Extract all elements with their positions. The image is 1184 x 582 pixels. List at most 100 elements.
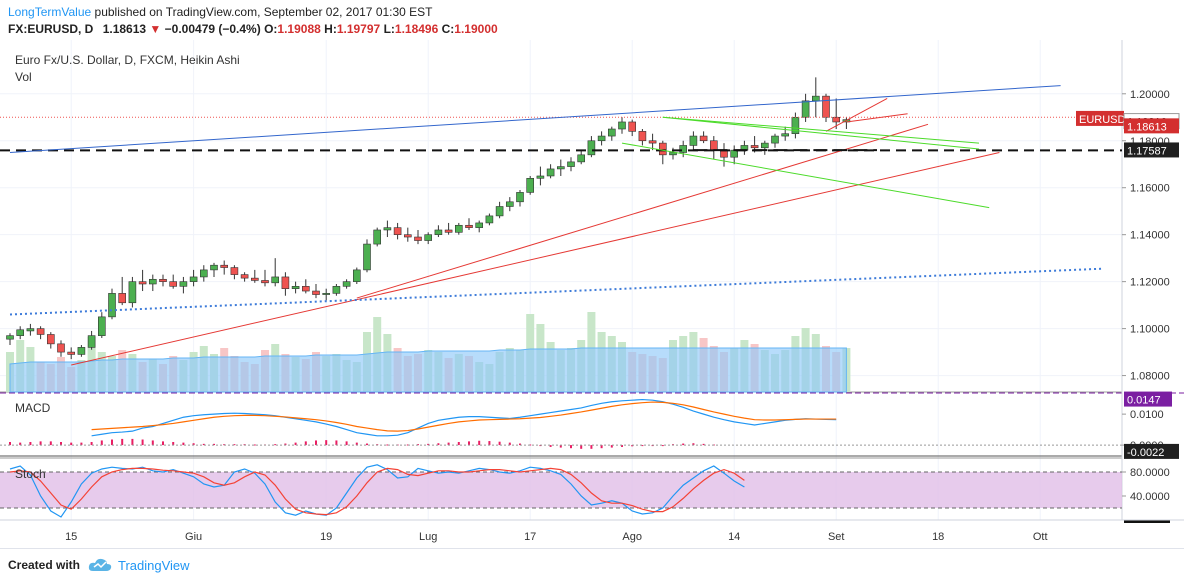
time-axis-label: Set [828,531,845,543]
candle-body [526,178,535,193]
trend-line [621,142,990,209]
open-label: O: [264,22,278,36]
candle-body [240,274,249,279]
candle-body [189,276,198,282]
price-label-text: 1.17587 [1127,145,1167,157]
candle-body [128,281,137,304]
price-axis[interactable]: 1.200001.180001.160001.140001.120001.100… [1076,89,1180,523]
candle-body [709,140,718,151]
macd-histogram-bar [100,440,103,446]
candle-body [159,278,167,282]
time-axis-label: 19 [320,531,332,543]
macd-histogram-bar [661,445,664,447]
macd-histogram-bar [192,443,195,446]
macd-pane [0,398,1122,449]
candle-body [424,234,433,241]
time-axis[interactable]: 15 Giu 19 Lug 17 Ago 14 Set 18 Ott [0,519,1184,543]
stoch-title: Stoch [15,467,46,481]
candle-body [16,329,25,336]
candle-body [781,133,790,137]
time-axis-label: Ago [622,531,642,543]
candle-body [465,224,473,228]
low-label: L: [383,22,395,36]
candle-body [822,95,830,118]
candle-body [271,276,280,284]
candle-body [414,236,422,241]
candle-body [475,222,484,228]
candle-body [261,280,269,284]
price-label-box [1124,118,1179,134]
price-axis-label: 1.14000 [1130,230,1170,242]
macd-histogram-bar [610,445,613,448]
candle-body [312,290,320,295]
candle-body [689,135,698,146]
candle-body [393,227,402,235]
candle-body [36,328,45,335]
macd-histogram-bar [304,441,307,446]
candlestick-series[interactable] [6,77,851,360]
candle-body [332,286,341,294]
time-axis-label: 15 [65,531,77,543]
candle-body [771,135,779,144]
close-label: C: [441,22,455,36]
candle-body [618,121,626,130]
chart-header: LongTermValue published on TradingView.c… [0,0,1184,40]
price-axis-label: 80.0000 [1130,467,1170,479]
publish-line: LongTermValue published on TradingView.c… [8,5,433,19]
macd-histogram-bar [335,440,338,446]
macd-histogram-bar [559,445,562,448]
last-price: 1.18613 [102,22,147,36]
tradingview-brand-link[interactable]: TradingView [118,558,190,573]
macd-histogram-bar [590,445,593,449]
price-label-box [1124,391,1172,407]
candle-body [108,293,116,318]
candle-body [373,229,382,245]
trend-line [356,123,929,299]
macd-histogram-bar [90,441,93,446]
price-axis-label: 1.16000 [1130,183,1170,195]
candle-body [251,277,259,281]
macd-histogram-bar [437,443,440,446]
macd-histogram-bar [121,438,124,446]
main-pane-title: Euro Fx/U.S. Dollar, D, FXCM, Heikin Ash… [15,53,240,67]
candle-body [444,229,453,233]
price-label-text: 1.18613 [1127,121,1167,133]
candle-body [352,269,361,282]
macd-histogram-bar [600,445,603,449]
macd-histogram-bar [519,443,521,446]
stoch-band [0,472,1122,508]
candle-body [46,334,55,345]
candle-body [26,328,35,332]
candle-body [628,121,637,132]
candle-body [169,281,177,287]
candle-body [648,140,657,144]
candle-body [301,286,310,292]
candle-body [658,142,667,156]
price-axis-label: 1.08000 [1130,371,1170,383]
candle-body [98,316,106,336]
candle-body [230,267,239,275]
macd-histogram-bar [478,440,481,446]
author-link[interactable]: LongTermValue [8,5,92,19]
macd-histogram-bar [498,441,501,446]
created-with-label: Created with [8,558,81,572]
candle-body [495,206,504,217]
candle-body [6,335,14,340]
candle-body [403,234,412,238]
macd-histogram-bar [631,445,634,447]
macd-histogram-bar [39,441,42,446]
low-value: 1.18496 [394,22,439,36]
macd-histogram-bar [366,443,368,446]
macd-histogram-bar [641,445,644,447]
trend-line [662,116,980,150]
candle-body [118,293,126,304]
stoch-d-line [9,467,745,516]
macd-histogram-bar [151,440,154,446]
candle-body [638,131,647,142]
chart-canvas[interactable]: 1.200001.180001.160001.140001.120001.100… [0,40,1184,548]
price-axis-label: 1.20000 [1130,89,1170,101]
candle-body [434,229,443,235]
high-value: 1.19797 [336,22,381,36]
trend-line [9,85,1061,153]
candle-body [220,264,228,268]
